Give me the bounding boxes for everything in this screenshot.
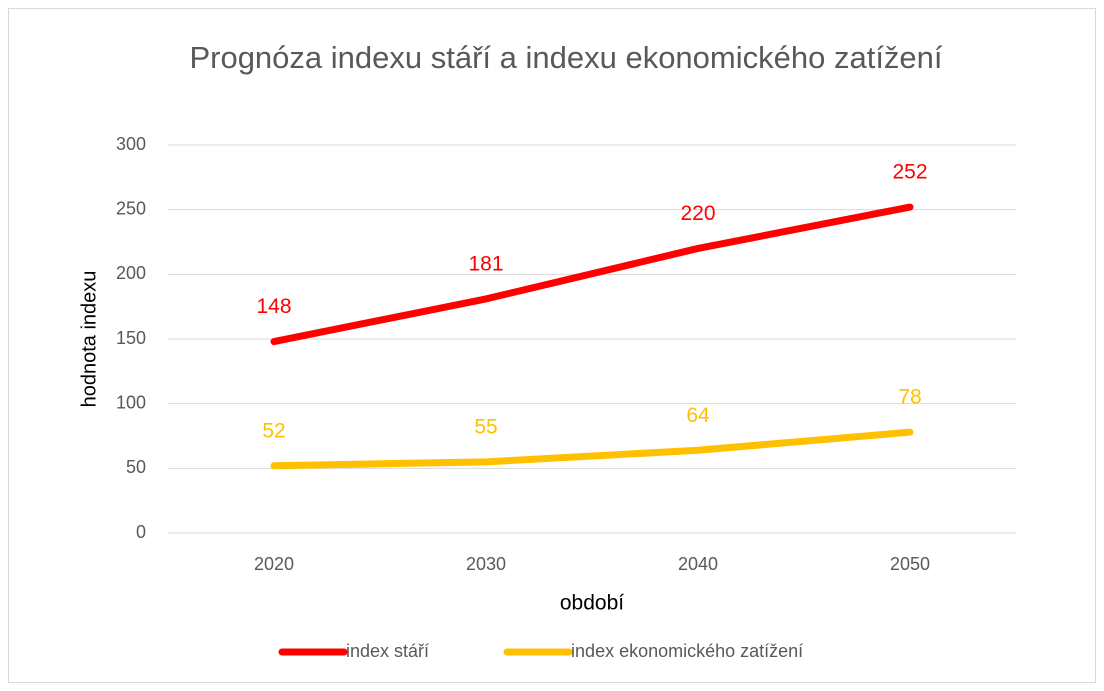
x-axis-label: období — [560, 592, 624, 615]
data-label: 55 — [474, 415, 497, 438]
x-tick-label: 2030 — [466, 554, 506, 574]
y-tick-label: 200 — [116, 263, 146, 283]
legend-label: index stáří — [346, 641, 429, 661]
series-line — [270, 203, 914, 346]
y-tick-label: 150 — [116, 328, 146, 348]
y-tick-label: 0 — [136, 522, 146, 542]
data-label: 148 — [256, 295, 291, 318]
data-label: 220 — [680, 202, 715, 225]
chart-title: Prognóza indexu stáří a indexu ekonomick… — [189, 40, 942, 75]
data-label: 64 — [686, 404, 710, 427]
chart-border — [8, 8, 1096, 683]
legend-label: index ekonomického zatížení — [571, 641, 803, 661]
y-axis-label: hodnota indexu — [78, 271, 100, 408]
x-tick-label: 2040 — [678, 554, 718, 574]
y-tick-label: 50 — [126, 457, 146, 477]
y-tick-label: 300 — [116, 134, 146, 154]
data-label: 252 — [892, 161, 927, 184]
data-label: 52 — [262, 419, 285, 442]
data-label: 78 — [898, 386, 921, 409]
y-tick-label: 250 — [116, 198, 146, 218]
x-tick-label: 2020 — [254, 554, 294, 574]
series-line — [270, 428, 914, 470]
x-tick-label: 2050 — [890, 554, 930, 574]
y-tick-label: 100 — [116, 392, 146, 412]
data-label: 181 — [468, 252, 503, 275]
